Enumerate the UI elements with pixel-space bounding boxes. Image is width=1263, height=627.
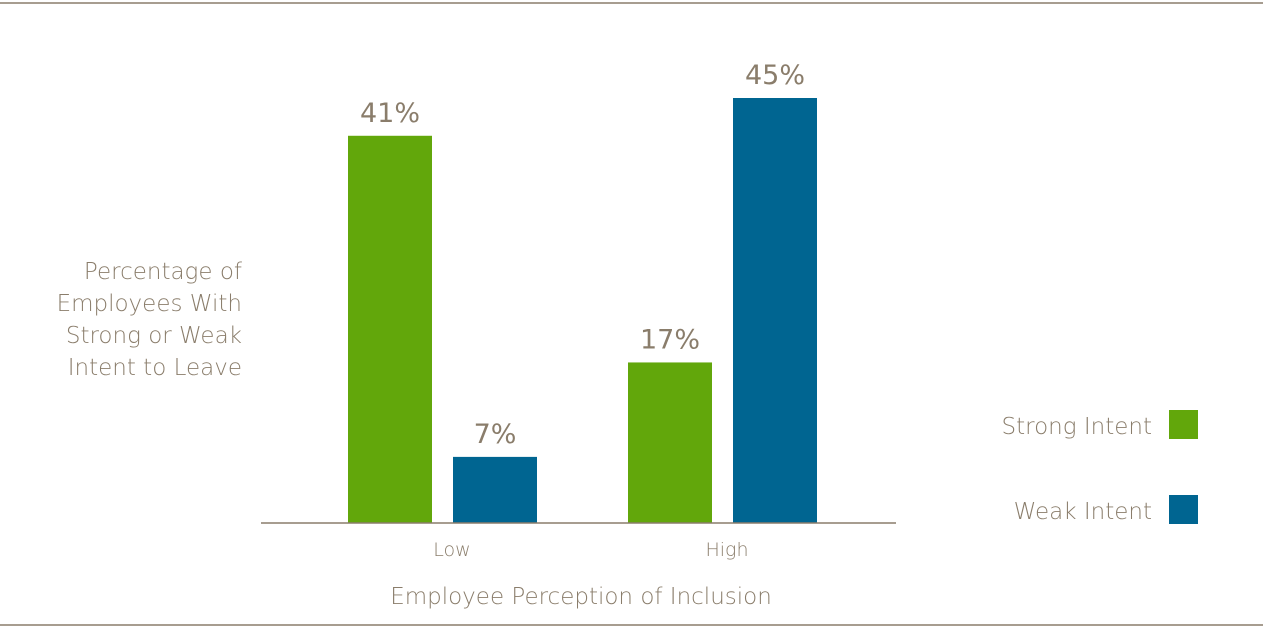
data-label-high-weak-intent: 45% [745, 60, 805, 91]
y-axis-label-line-1: Percentage of [84, 259, 243, 285]
data-label-low-weak-intent: 7% [474, 419, 517, 450]
bar-low-weak-intent [453, 456, 537, 523]
y-axis-label-line-2: Employees With [57, 291, 242, 317]
legend-swatch-weak-intent [1169, 495, 1198, 524]
bar-high-strong-intent [628, 362, 712, 523]
legend-label-weak-intent: Weak Intent [1014, 499, 1152, 525]
x-tick-high: High [705, 539, 748, 561]
x-axis-label: Employee Perception of Inclusion [390, 584, 772, 610]
y-axis-label-line-4: Intent to Leave [68, 355, 242, 381]
bars-group [348, 98, 817, 523]
bar-high-weak-intent [733, 98, 817, 523]
bar-low-strong-intent [348, 135, 432, 523]
data-label-low-strong-intent: 41% [360, 98, 420, 129]
data-label-high-strong-intent: 17% [640, 324, 700, 355]
x-tick-low: Low [433, 539, 470, 561]
legend-label-strong-intent: Strong Intent [1002, 414, 1152, 440]
legend-swatch-strong-intent [1169, 410, 1198, 439]
y-axis-label-line-3: Strong or Weak [66, 323, 242, 349]
data-labels-group: 41% 7% 17% 45% [360, 60, 805, 450]
